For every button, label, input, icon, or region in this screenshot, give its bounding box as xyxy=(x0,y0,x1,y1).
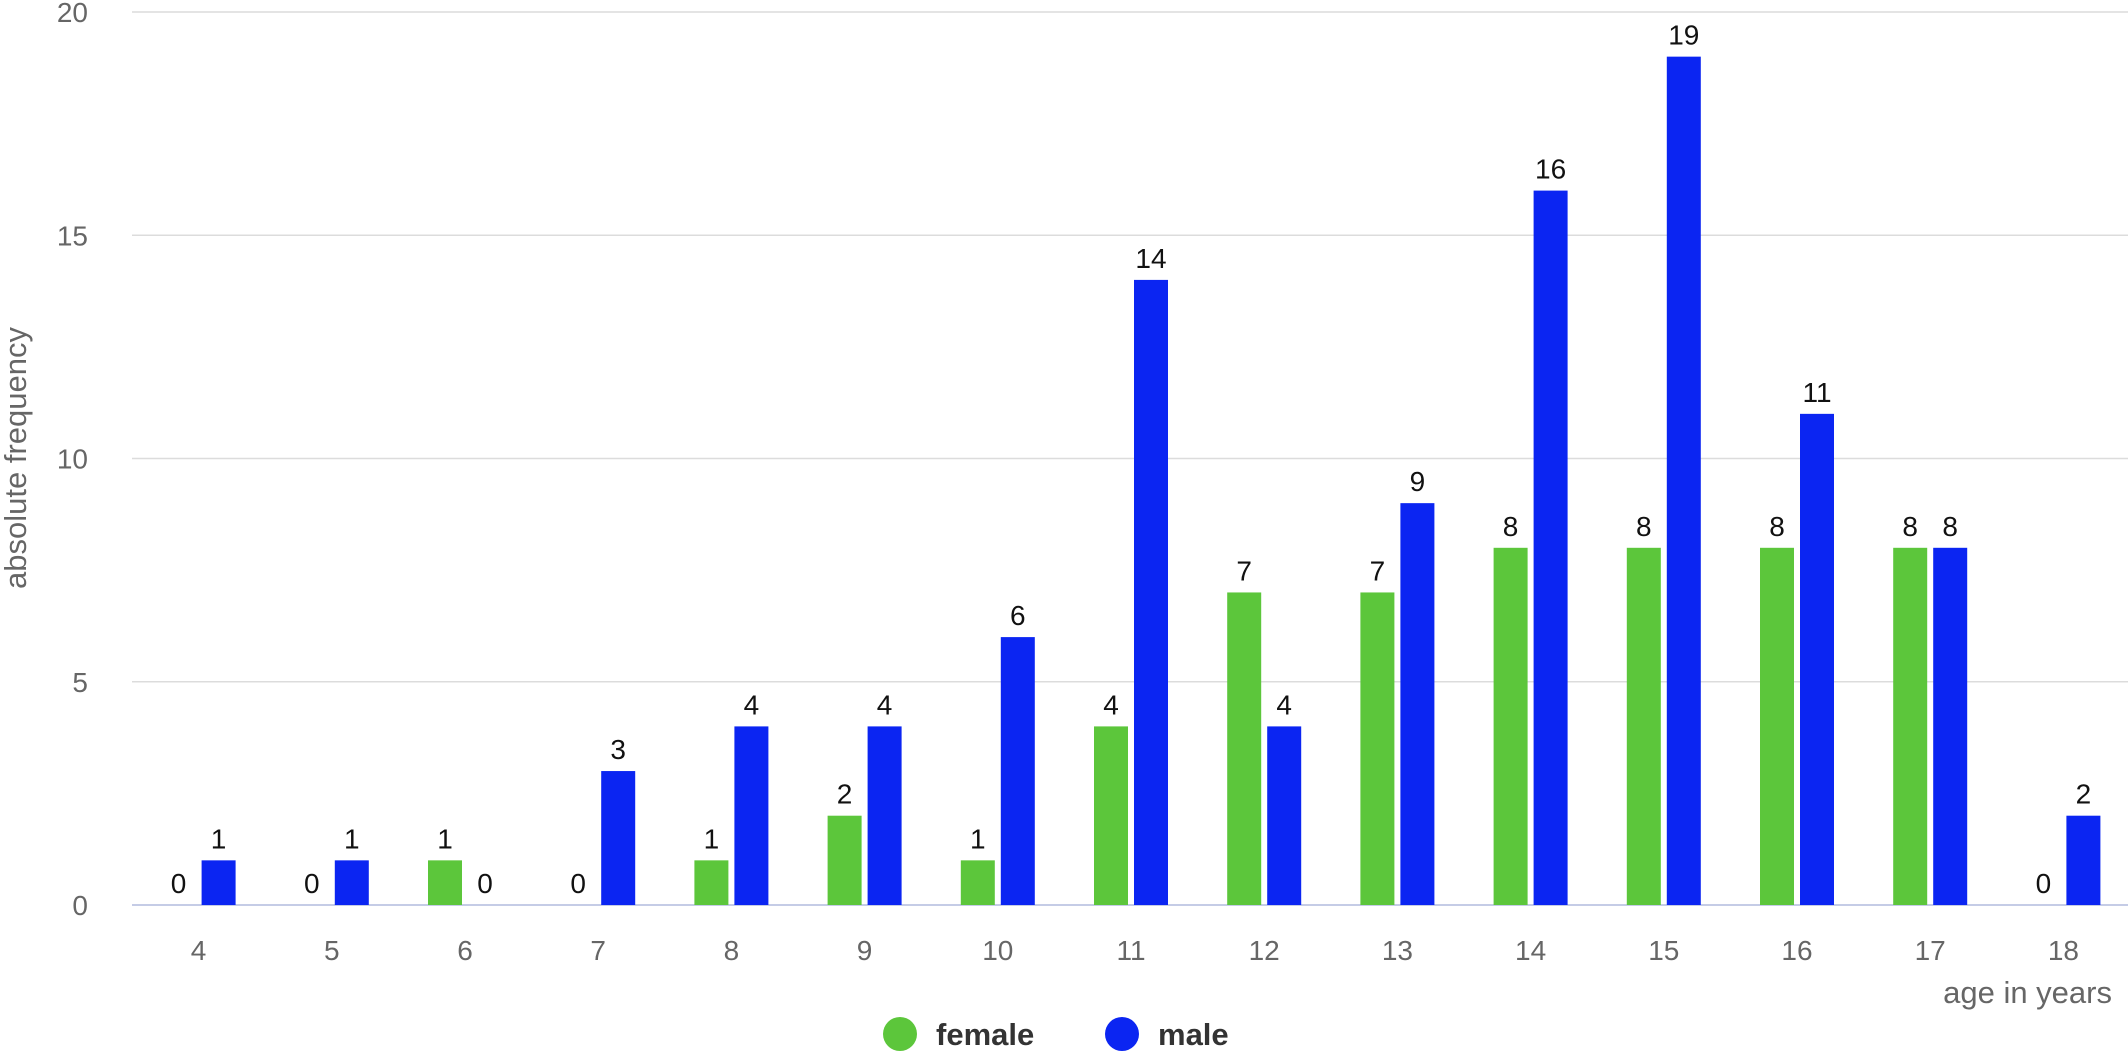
bar-male xyxy=(1000,637,1035,905)
y-tick-label: 15 xyxy=(57,220,88,251)
bar-female xyxy=(694,860,729,905)
bar-female xyxy=(1760,547,1794,905)
bar-female xyxy=(960,860,995,905)
y-tick-label: 0 xyxy=(72,890,88,921)
legend: female male xyxy=(883,1017,1229,1052)
data-label-male: 3 xyxy=(610,734,626,765)
data-label-female: 8 xyxy=(1636,511,1652,542)
bar-male xyxy=(1267,726,1302,905)
data-label-female: 1 xyxy=(437,823,453,854)
data-label-male: 8 xyxy=(1942,511,1958,542)
bar-male xyxy=(1933,547,1968,905)
bar-male xyxy=(601,771,636,905)
y-tick-label: 5 xyxy=(72,667,88,698)
x-tick-label: 12 xyxy=(1249,935,1280,966)
bar-male xyxy=(734,726,769,905)
data-label-female: 8 xyxy=(1769,511,1785,542)
legend-label-male: male xyxy=(1158,1017,1229,1052)
x-axis: 4 5 6 7 8 9 10 11 12 13 14 15 16 17 18 xyxy=(191,935,2079,966)
bars xyxy=(201,56,2101,906)
bar-male xyxy=(1134,279,1168,905)
x-tick-label: 11 xyxy=(1116,935,1145,966)
data-label-male: 2 xyxy=(2076,779,2092,810)
data-label-male: 4 xyxy=(1276,689,1292,720)
data-label-female: 7 xyxy=(1370,555,1386,586)
grid-lines xyxy=(132,11,2128,906)
data-label-male: 1 xyxy=(211,823,227,854)
legend-swatch-female xyxy=(883,1017,917,1051)
bar-female xyxy=(1094,726,1128,905)
y-tick-label: 10 xyxy=(57,444,88,475)
x-tick-label: 13 xyxy=(1382,935,1413,966)
data-label-male: 11 xyxy=(1802,377,1831,408)
x-tick-label: 8 xyxy=(724,935,740,966)
bar-male xyxy=(201,860,236,905)
data-label-male: 9 xyxy=(1410,466,1426,497)
data-label-female: 7 xyxy=(1236,555,1252,586)
data-label-male: 19 xyxy=(1668,20,1699,51)
data-label-male: 4 xyxy=(877,689,893,720)
data-label-male: 0 xyxy=(477,868,493,899)
data-label-male: 4 xyxy=(744,689,760,720)
y-axis-title: absolute frequency xyxy=(0,327,33,589)
data-label-female: 8 xyxy=(1503,511,1519,542)
y-tick-label: 20 xyxy=(57,0,88,28)
data-label-male: 6 xyxy=(1010,600,1026,631)
legend-label-female: female xyxy=(936,1017,1034,1052)
data-label-male: 16 xyxy=(1535,154,1566,185)
bar-female xyxy=(1626,547,1661,905)
legend-swatch-male xyxy=(1105,1017,1139,1051)
data-label-female: 2 xyxy=(837,779,853,810)
bar-male xyxy=(1400,503,1435,905)
data-label-female: 4 xyxy=(1103,689,1119,720)
bar-male xyxy=(867,726,902,905)
data-label-female: 0 xyxy=(570,868,586,899)
x-tick-label: 5 xyxy=(324,935,340,966)
x-tick-label: 18 xyxy=(2048,935,2079,966)
x-tick-label: 9 xyxy=(857,935,873,966)
bar-female xyxy=(1493,547,1528,905)
x-axis-title: age in years xyxy=(1943,975,2112,1010)
bar-male xyxy=(334,860,369,905)
data-label-male: 1 xyxy=(344,823,360,854)
x-tick-label: 17 xyxy=(1915,935,1946,966)
x-tick-label: 10 xyxy=(982,935,1013,966)
data-label-female: 0 xyxy=(171,868,187,899)
bar-male xyxy=(1800,413,1834,905)
bar-male xyxy=(2066,815,2101,905)
x-tick-label: 15 xyxy=(1648,935,1679,966)
data-label-male: 14 xyxy=(1135,243,1166,274)
data-label-female: 8 xyxy=(1902,511,1918,542)
bar-female xyxy=(1360,592,1395,905)
y-axis: 0 5 10 15 20 xyxy=(57,0,88,921)
x-tick-label: 4 xyxy=(191,935,207,966)
data-label-female: 0 xyxy=(2036,868,2052,899)
x-tick-label: 6 xyxy=(457,935,473,966)
x-tick-label: 7 xyxy=(590,935,606,966)
x-tick-label: 16 xyxy=(1781,935,1812,966)
bar-female xyxy=(1893,547,1928,905)
bar-female xyxy=(428,860,462,905)
data-label-female: 1 xyxy=(704,823,720,854)
data-label-female: 0 xyxy=(304,868,320,899)
bar-female xyxy=(827,815,862,905)
bar-female xyxy=(1227,592,1262,905)
bar-male xyxy=(1666,56,1701,905)
x-tick-label: 14 xyxy=(1515,935,1546,966)
bar-male xyxy=(1533,190,1568,906)
data-label-female: 1 xyxy=(970,823,986,854)
